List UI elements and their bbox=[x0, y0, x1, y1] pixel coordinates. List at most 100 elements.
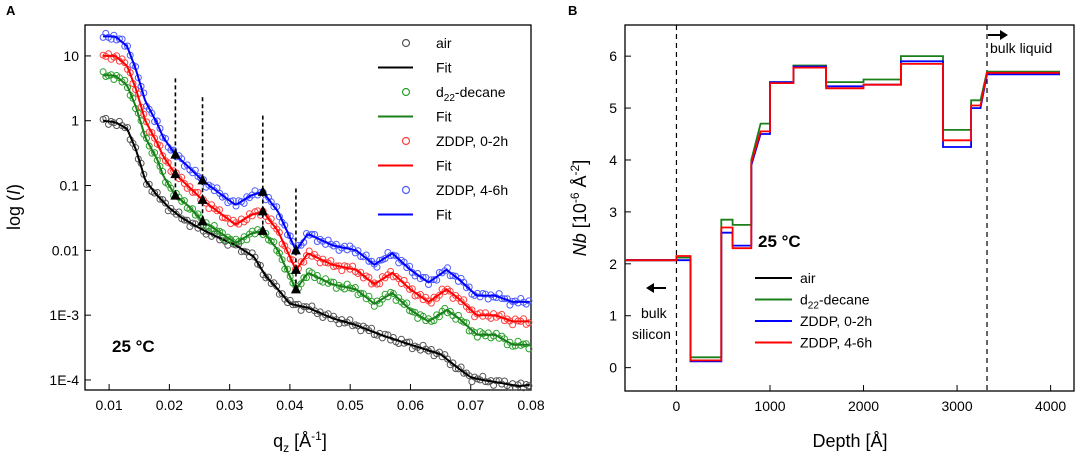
x-tick-label: 2000 bbox=[848, 398, 879, 414]
panel-b: B 0 1000 2000 3000 4000 0 1 2 3 4 5 6 25 °C bulk li… bbox=[568, 3, 1075, 451]
peak-triangle-marker bbox=[290, 244, 301, 255]
panel-b-axes: 0 1000 2000 3000 4000 0 1 2 3 4 5 6 bbox=[609, 25, 1066, 414]
panel-a-peak-markers bbox=[170, 78, 301, 294]
panel-a-legend: air Fit d22-decane Fit ZDDP, 0-2h Fit ZDDP, 4-… bbox=[378, 35, 508, 223]
legend-label: air bbox=[436, 35, 452, 51]
data-point bbox=[365, 257, 373, 265]
y-tick-label: 6 bbox=[609, 48, 617, 64]
legend-marker bbox=[401, 136, 411, 146]
legend-label: ZDDP, 4-6h bbox=[436, 182, 508, 198]
x-tick-label: 0.05 bbox=[337, 397, 364, 413]
x-tick-label: 1000 bbox=[754, 398, 785, 414]
bulk-liquid-arrow-icon bbox=[988, 30, 1008, 40]
peak-triangle-marker bbox=[257, 205, 268, 216]
data-point bbox=[186, 183, 194, 191]
y-tick-label: 1 bbox=[609, 308, 617, 324]
y-tick-label: 1E-3 bbox=[49, 307, 79, 323]
panel-b-x-axis-label: Depth [Å] bbox=[812, 431, 887, 451]
legend-label: Fit bbox=[436, 109, 452, 125]
y-tick-label: 1 bbox=[71, 113, 79, 129]
y-tick-label: 0 bbox=[609, 360, 617, 376]
panel-a-x-axis-label: qz [Å-1] bbox=[273, 429, 327, 455]
bulk-silicon-arrow-icon bbox=[646, 283, 666, 293]
data-point bbox=[267, 237, 275, 245]
data-point bbox=[351, 284, 359, 291]
data-point bbox=[278, 256, 286, 264]
panel-a-plot-frame bbox=[84, 24, 532, 391]
y-tick-label: 0.01 bbox=[52, 242, 79, 258]
peak-triangle-marker bbox=[197, 215, 208, 226]
data-point bbox=[408, 308, 416, 316]
peak-triangle-marker bbox=[170, 189, 181, 200]
data-point bbox=[270, 203, 278, 211]
legend-label: air bbox=[800, 270, 816, 286]
data-point bbox=[162, 199, 169, 207]
peak-triangle-marker bbox=[197, 174, 208, 185]
data-point bbox=[145, 180, 153, 188]
x-tick-label: 3000 bbox=[941, 398, 972, 414]
data-point bbox=[153, 156, 161, 164]
y-tick-label: 5 bbox=[609, 100, 617, 116]
panel-a-axes: 0.01 0.02 0.03 0.04 0.05 0.06 0.07 0.08 10 1 0.1 0.… bbox=[49, 48, 544, 413]
data-point bbox=[115, 35, 123, 43]
data-point bbox=[148, 109, 156, 117]
sld-profile-line bbox=[625, 63, 1060, 362]
x-tick-label: 0.06 bbox=[397, 397, 424, 413]
bulk-silicon-label-line1: bulk bbox=[641, 305, 668, 321]
legend-marker bbox=[401, 87, 411, 97]
legend-label: d22-decane bbox=[800, 292, 870, 312]
data-point bbox=[151, 134, 159, 142]
x-tick-label: 0 bbox=[673, 398, 681, 414]
data-point bbox=[191, 188, 199, 196]
bulk-liquid-label: bulk liquid bbox=[990, 40, 1052, 56]
fit-line bbox=[103, 35, 530, 303]
x-tick-label: 0.03 bbox=[216, 397, 243, 413]
data-point bbox=[460, 318, 468, 326]
peak-triangle-marker bbox=[170, 148, 181, 159]
legend-label: ZDDP, 0-2h bbox=[800, 313, 872, 329]
data-point bbox=[156, 195, 164, 203]
y-tick-label: 4 bbox=[609, 152, 617, 168]
panel-b-series bbox=[625, 55, 1060, 363]
peak-triangle-marker bbox=[197, 193, 208, 204]
panel-b-plot-frame bbox=[624, 24, 1075, 392]
y-tick-label: 10 bbox=[63, 48, 79, 64]
peak-triangle-marker bbox=[290, 263, 301, 274]
peak-triangle-marker bbox=[290, 283, 301, 294]
data-point bbox=[357, 289, 365, 297]
data-point bbox=[449, 359, 457, 367]
fit-line bbox=[102, 119, 530, 388]
data-point bbox=[446, 287, 454, 295]
panel-b-temperature-label: 25 °C bbox=[758, 232, 801, 251]
data-point bbox=[227, 197, 235, 205]
data-point bbox=[406, 285, 414, 293]
data-point bbox=[427, 276, 435, 284]
data-point bbox=[525, 319, 533, 327]
x-tick-label: 0.04 bbox=[276, 397, 303, 413]
data-point bbox=[164, 159, 172, 167]
y-tick-label: 0.1 bbox=[60, 178, 80, 194]
series-1 bbox=[99, 68, 533, 353]
data-point bbox=[148, 129, 156, 136]
peak-triangle-marker bbox=[170, 168, 181, 179]
legend-label: ZDDP, 4-6h bbox=[800, 335, 872, 351]
legend-label: Fit bbox=[436, 207, 452, 223]
legend-label: d22-decane bbox=[436, 84, 506, 104]
data-point bbox=[267, 280, 275, 287]
data-point bbox=[525, 345, 533, 353]
data-point bbox=[381, 255, 389, 262]
data-point bbox=[275, 249, 283, 257]
y-tick-label: 2 bbox=[609, 256, 617, 272]
y-tick-label: 1E-4 bbox=[49, 372, 79, 388]
panel-a: A 0.01 0.02 0.03 0.04 0.05 0.06 0.07 0.08 10 1 0.1… bbox=[4, 3, 545, 455]
legend-label: ZDDP, 0-2h bbox=[436, 133, 508, 149]
y-tick-label: 3 bbox=[609, 204, 617, 220]
peak-triangle-marker bbox=[257, 224, 268, 235]
panel-b-label: B bbox=[568, 3, 577, 18]
data-point bbox=[300, 274, 308, 282]
data-point bbox=[186, 205, 194, 213]
data-point bbox=[332, 240, 340, 248]
legend-label: Fit bbox=[436, 158, 452, 174]
